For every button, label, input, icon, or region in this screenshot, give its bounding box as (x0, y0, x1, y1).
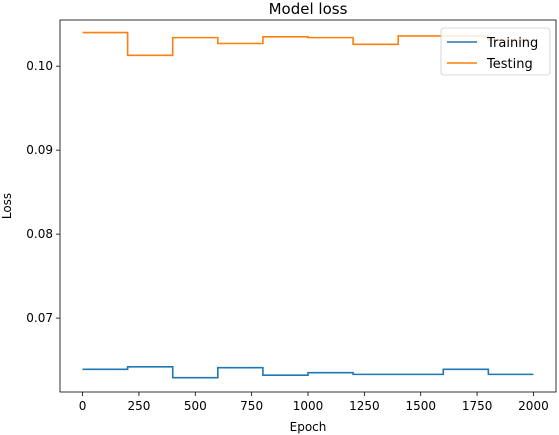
series-line-training (82, 366, 534, 379)
x-tick-label: 2000 (518, 399, 549, 413)
legend-label-testing: Testing (486, 57, 533, 72)
x-tick-label: 1500 (405, 399, 436, 413)
x-tick-label: 250 (127, 399, 150, 413)
y-axis-label: Loss (0, 193, 14, 219)
x-tick-label: 0 (79, 399, 87, 413)
legend: Training Testing (440, 27, 551, 76)
x-tick-label: 1000 (293, 399, 324, 413)
plot-area (59, 19, 557, 393)
legend-label-training: Training (486, 36, 538, 51)
x-axis: 0 250 500 750 1000 1250 1500 1750 2000 (79, 392, 549, 413)
y-tick-label: 0.08 (26, 227, 53, 241)
x-tick-label: 1250 (349, 399, 380, 413)
y-tick-label: 0.09 (26, 143, 53, 157)
x-tick-label: 500 (184, 399, 207, 413)
y-axis: 0.07 0.08 0.09 0.10 (26, 59, 60, 325)
series-group (82, 31, 534, 379)
x-axis-label: Epoch (290, 420, 327, 434)
y-tick-label: 0.10 (26, 59, 53, 73)
x-tick-label: 1750 (462, 399, 493, 413)
x-tick-label: 750 (240, 399, 263, 413)
y-tick-label: 0.07 (26, 311, 53, 325)
plot-frame (59, 19, 557, 393)
chart-title: Model loss (269, 0, 348, 18)
